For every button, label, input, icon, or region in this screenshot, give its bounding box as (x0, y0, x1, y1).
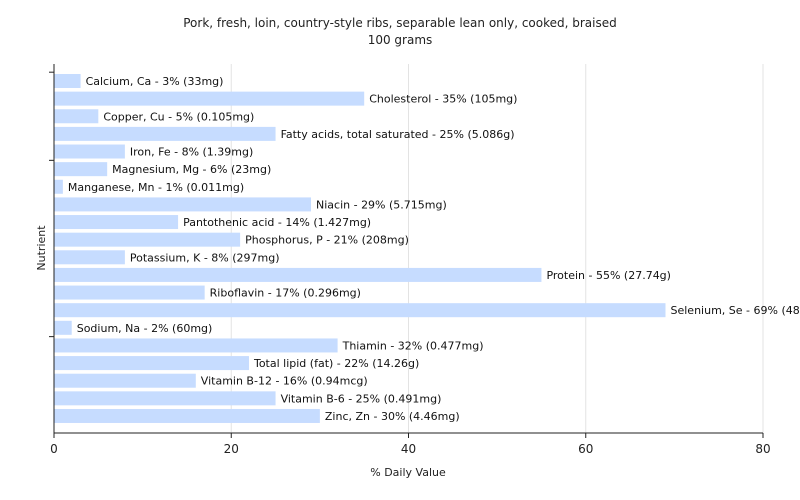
bar (54, 91, 365, 106)
bar (54, 162, 108, 177)
x-tick-label: 0 (50, 442, 58, 456)
bar-label: Riboflavin - 17% (0.296mg) (210, 287, 361, 300)
bar-label: Cholesterol - 35% (105mg) (369, 93, 517, 106)
x-tick-label: 60 (578, 442, 593, 456)
bar-label: Vitamin B-6 - 25% (0.491mg) (281, 392, 442, 405)
bar-labels: Calcium, Ca - 3% (33mg) Cholesterol - 35%… (68, 75, 800, 423)
bar-label: Copper, Cu - 5% (0.105mg) (103, 110, 254, 123)
bar (54, 144, 125, 159)
bar (54, 303, 666, 318)
bar (54, 74, 81, 88)
bar-label: Selenium, Se - 69% (48.6mcg) (671, 304, 800, 317)
bar (54, 250, 125, 265)
bar-label: Protein - 55% (27.74g) (546, 269, 671, 282)
bar-label: Fatty acids, total saturated - 25% (5.08… (281, 128, 515, 141)
bar-label: Niacin - 29% (5.715mg) (316, 198, 447, 211)
bar (54, 197, 312, 212)
bar (54, 391, 276, 406)
bar-label: Thiamin - 32% (0.477mg) (342, 339, 484, 352)
bar-label: Manganese, Mn - 1% (0.011mg) (68, 181, 244, 194)
bar (54, 109, 99, 124)
x-axis-ticks: 0 20 40 60 80 (50, 433, 771, 456)
bar (54, 126, 276, 141)
y-axis-label: Nutrient (35, 225, 48, 271)
x-tick-label: 80 (755, 442, 770, 456)
x-tick-label: 40 (401, 442, 416, 456)
bar (54, 267, 542, 282)
bar-label: Magnesium, Mg - 6% (23mg) (112, 163, 271, 176)
chart-title: Pork, fresh, loin, country-style ribs, s… (183, 16, 617, 30)
bar (54, 232, 241, 247)
bar-label: Zinc, Zn - 30% (4.46mg) (325, 410, 460, 423)
x-axis-label: % Daily Value (370, 466, 446, 479)
grid (230, 64, 764, 433)
bar (54, 356, 249, 371)
bar (54, 373, 196, 388)
bar-label: Sodium, Na - 2% (60mg) (77, 322, 213, 335)
bar-label: Calcium, Ca - 3% (33mg) (86, 75, 224, 88)
bar (54, 408, 320, 423)
bar-label: Vitamin B-12 - 16% (0.94mcg) (201, 375, 368, 388)
chart-subtitle: 100 grams (368, 33, 433, 47)
bar-label: Potassium, K - 8% (297mg) (130, 251, 280, 264)
bar-label: Total lipid (fat) - 22% (14.26g) (253, 357, 419, 370)
bar (54, 320, 72, 335)
bars (54, 74, 666, 423)
bar-label: Iron, Fe - 8% (1.39mg) (130, 146, 253, 159)
bar (54, 338, 338, 353)
bar (54, 285, 205, 300)
bar-label: Pantothenic acid - 14% (1.427mg) (183, 216, 371, 229)
x-tick-label: 20 (224, 442, 239, 456)
bar (54, 179, 63, 194)
bar (54, 215, 179, 230)
bar-label: Phosphorus, P - 21% (208mg) (245, 234, 409, 247)
